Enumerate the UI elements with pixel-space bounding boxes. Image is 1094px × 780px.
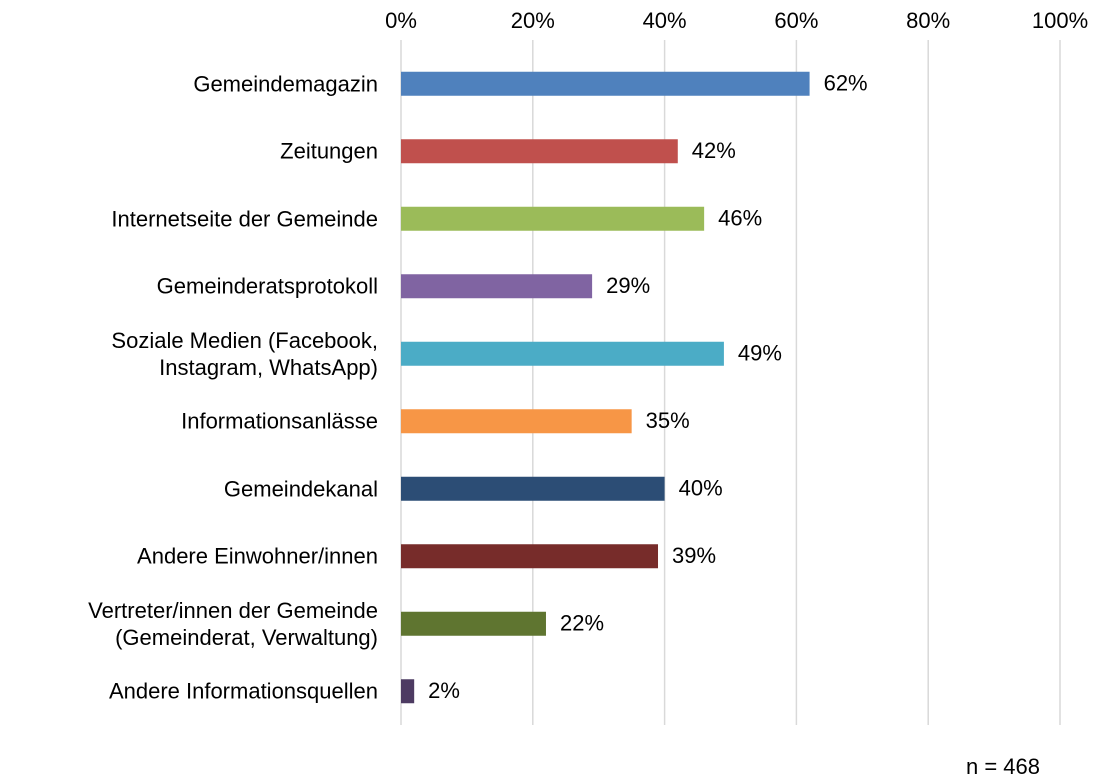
bar bbox=[401, 139, 678, 164]
y-tick-label: Andere Einwohner/innen bbox=[137, 543, 378, 569]
x-tick-label: 0% bbox=[385, 8, 417, 33]
x-tick-label: 20% bbox=[511, 8, 555, 33]
data-label: 49% bbox=[738, 341, 782, 366]
y-tick-label: Gemeindemagazin bbox=[193, 71, 378, 97]
y-tick-label: Andere Informationsquellen bbox=[108, 678, 378, 704]
y-tick-label: Gemeindekanal bbox=[223, 476, 378, 502]
bar bbox=[401, 206, 705, 231]
data-label: 40% bbox=[679, 476, 723, 501]
x-tick-label: 40% bbox=[643, 8, 687, 33]
data-label: 42% bbox=[692, 138, 736, 163]
bar bbox=[401, 274, 593, 299]
bar bbox=[401, 341, 724, 366]
bar bbox=[401, 476, 665, 501]
bar bbox=[401, 611, 546, 636]
y-tick-label: Gemeinderatsprotokoll bbox=[156, 273, 378, 299]
data-label: 2% bbox=[428, 678, 460, 703]
data-label: 39% bbox=[672, 543, 716, 568]
bar bbox=[401, 679, 415, 704]
annotation: n = 468 bbox=[966, 754, 1040, 779]
bar bbox=[401, 409, 632, 434]
data-label: 35% bbox=[646, 408, 690, 433]
y-tick-label: Vertreter/innen der Gemeinde (Gemeindera… bbox=[88, 597, 378, 650]
data-label: 46% bbox=[718, 206, 762, 231]
data-label: 62% bbox=[824, 71, 868, 96]
x-tick-label: 80% bbox=[906, 8, 950, 33]
y-tick-label: Internetseite der Gemeinde bbox=[111, 206, 378, 232]
bar bbox=[401, 544, 659, 569]
y-tick-label: Zeitungen bbox=[280, 138, 378, 164]
x-tick-label: 100% bbox=[1032, 8, 1088, 33]
data-label: 29% bbox=[606, 273, 650, 298]
y-tick-label: Soziale Medien (Facebook, Instagram, Wha… bbox=[111, 327, 378, 380]
y-tick-label: Informationsanlässe bbox=[181, 408, 378, 434]
bar bbox=[401, 71, 810, 96]
data-label: 22% bbox=[560, 611, 604, 636]
x-tick-label: 60% bbox=[774, 8, 818, 33]
